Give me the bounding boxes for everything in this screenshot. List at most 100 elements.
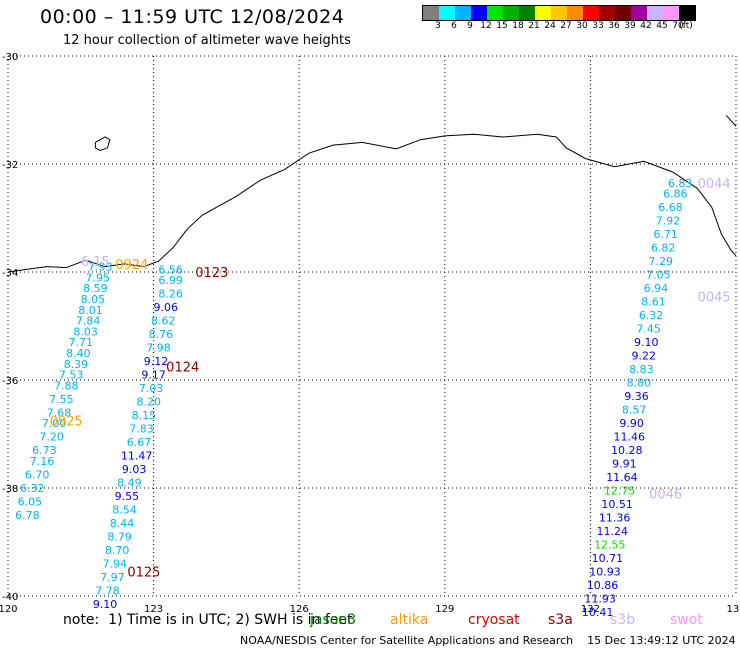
wave-height-value: 11.24 (596, 525, 628, 538)
color-scale-label: 33 (592, 21, 604, 31)
color-swatch (599, 6, 615, 20)
wave-height-value: 8.80 (627, 377, 652, 390)
wave-height-value: 9.22 (632, 350, 657, 363)
wave-height-value: 9.91 (612, 458, 637, 471)
wave-height-value: 10.93 (589, 566, 621, 579)
wave-height-value: 8.61 (641, 296, 666, 309)
wave-height-value: 7.29 (649, 255, 674, 268)
wave-height-value: 10.86 (587, 579, 619, 592)
wave-height-value: 8.26 (158, 288, 183, 301)
wave-height-value: 7.97 (100, 571, 125, 584)
color-scale-label: 9 (467, 21, 473, 31)
wave-height-value: 7.84 (76, 315, 101, 328)
coastline-fragment (725, 115, 737, 127)
wave-height-value: 7.20 (39, 431, 64, 444)
wave-height-value: 7.71 (69, 336, 94, 349)
wave-height-value: 8.59 (83, 282, 108, 295)
wave-height-value: 12.55 (594, 539, 626, 552)
lon-tick-label: 126 (290, 604, 309, 615)
color-scale-label: 6 (451, 21, 457, 31)
map-subtitle: 12 hour collection of altimeter wave hei… (63, 33, 351, 48)
color-scale-label: 12 (480, 21, 492, 31)
coastline (7, 133, 737, 273)
wave-height-value: 6.86 (663, 188, 688, 201)
wave-height-value: 6.32 (639, 309, 664, 322)
wave-height-value: 9.06 (153, 301, 178, 314)
pass-time-label: 0045 (698, 290, 731, 305)
pass-time-label: 0124 (166, 361, 199, 376)
wave-height-value: 7.95 (86, 271, 111, 284)
wave-height-value: 7.53 (59, 369, 84, 382)
satellite-legend-item: s3a (548, 612, 573, 628)
color-scale-label: 3 (435, 21, 441, 31)
wave-height-value: 6.32 (20, 482, 45, 495)
lat-tick-label: -34 (2, 268, 18, 279)
wave-height-value: 8.03 (73, 325, 98, 338)
color-swatch (647, 6, 663, 20)
wave-height-value: 9.55 (115, 490, 140, 503)
satellite-legend-item: jason3 (310, 612, 357, 628)
wave-height-value: 6.67 (127, 436, 152, 449)
wave-height-value: 6.73 (32, 444, 57, 457)
color-swatch (567, 6, 583, 20)
color-scale-label: 39 (624, 21, 636, 31)
color-scale-label: 45 (656, 21, 668, 31)
satellite-legend-item: swot (670, 612, 703, 628)
lat-tick-label: -32 (2, 160, 18, 171)
map-title: 00:00 – 11:59 UTC 12/08/2024 (40, 6, 345, 28)
lon-tick-label: 135 (726, 604, 740, 615)
wave-height-value: 8.20 (136, 396, 161, 409)
lon-tick-label: 123 (144, 604, 163, 615)
wave-height-value: 9.10 (93, 598, 118, 611)
wave-height-value: 10.28 (611, 444, 643, 457)
color-swatch (631, 6, 647, 20)
color-scale-label: 18 (512, 21, 524, 31)
wave-height-value: 7.45 (636, 323, 661, 336)
pass-time-label: 0046 (649, 487, 682, 502)
wave-height-value: 6.78 (15, 509, 40, 522)
color-swatch (423, 6, 439, 20)
wave-height-value: 6.56 (158, 263, 183, 276)
wave-height-value: 6.94 (644, 282, 669, 295)
wave-height-value: 9.90 (619, 417, 644, 430)
wave-height-value: 7.88 (54, 379, 79, 392)
color-scale-label: 15 (496, 21, 508, 31)
wave-height-value: 7.68 (47, 406, 72, 419)
color-scale-label: 36 (608, 21, 620, 31)
wave-height-value: 8.57 (622, 404, 647, 417)
wave-height-value: 9.36 (624, 390, 649, 403)
color-swatch (663, 6, 679, 20)
wave-height-value: 7.16 (30, 455, 55, 468)
pass-time-label: 6.15 (81, 255, 110, 270)
color-swatch (503, 6, 519, 20)
wave-height-value: 8.79 (107, 531, 132, 544)
wave-height-value: 8.44 (110, 517, 135, 530)
wave-height-value: 9.03 (122, 463, 147, 476)
footer-credit: NOAA/NESDIS Center for Satellite Applica… (240, 634, 736, 647)
wave-height-value: 8.70 (105, 544, 130, 557)
color-swatch (551, 6, 567, 20)
color-swatch (535, 6, 551, 20)
color-scale-label: 21 (528, 21, 540, 31)
wave-height-value: 7.92 (656, 215, 681, 228)
lat-tick-label: -38 (2, 484, 18, 495)
lat-tick-label: -40 (2, 592, 18, 603)
wave-height-value: 10.41 (582, 606, 614, 619)
wave-height-value: 6.05 (18, 496, 43, 509)
wave-height-value: 12.75 (604, 485, 636, 498)
color-scale-bar (422, 5, 696, 21)
wave-height-value: 9.10 (634, 336, 659, 349)
wave-height-value: 8.83 (629, 363, 654, 376)
color-scale-label: 70 (672, 21, 684, 31)
lat-tick-label: -36 (2, 376, 18, 387)
wave-height-value: 8.49 (117, 477, 142, 490)
wave-height-value: 8.01 (78, 304, 103, 317)
wave-height-value: 11.46 (613, 431, 645, 444)
wave-height-value: 7.83 (129, 423, 154, 436)
lon-tick-label: 129 (435, 604, 454, 615)
wave-height-value: 9.17 (141, 369, 166, 382)
lon-tick-label: 120 (0, 604, 18, 615)
wave-height-value: 6.68 (658, 201, 683, 214)
wave-height-value: 6.82 (651, 242, 676, 255)
